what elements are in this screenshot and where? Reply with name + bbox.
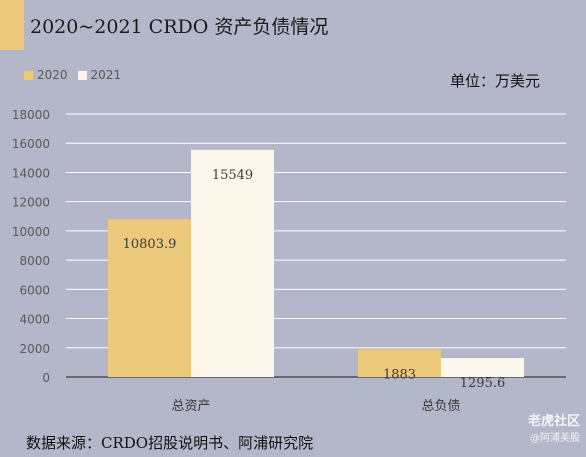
- unit-label: 单位：万美元: [449, 72, 540, 90]
- legend-label-2020: 2020: [37, 68, 68, 82]
- watermark: 老虎社区 @阿浦美股: [528, 410, 580, 444]
- x-category-label: 总负债: [421, 399, 460, 414]
- y-tick-label: 8000: [19, 254, 50, 268]
- y-tick-label: 4000: [19, 313, 50, 327]
- source-note: 数据来源：CRDO招股说明书、阿浦研究院: [26, 434, 314, 452]
- y-tick-label: 14000: [12, 166, 50, 180]
- data-label: 15549: [212, 168, 253, 183]
- y-tick-label: 18000: [12, 108, 50, 122]
- bar-2021-1: [441, 358, 524, 377]
- data-label: 10803.9: [123, 237, 177, 252]
- y-tick-label: 6000: [19, 283, 50, 297]
- legend-swatch-2020: [24, 70, 33, 80]
- y-tick-label: 10000: [12, 225, 50, 239]
- legend-label-2021: 2021: [90, 68, 122, 82]
- data-label: 1883: [383, 367, 416, 382]
- bar-2020-1: [358, 349, 441, 377]
- y-tick-label: 16000: [12, 137, 50, 151]
- bar-2021-0: [191, 149, 274, 377]
- y-tick-label: 2000: [19, 342, 50, 356]
- x-category-label: 总资产: [171, 399, 210, 414]
- legend-item-2021: 2021: [77, 68, 122, 82]
- watermark-sub: @阿浦美股: [530, 433, 580, 444]
- y-tick-label: 12000: [12, 196, 50, 210]
- data-label: 1295.6: [460, 376, 506, 391]
- watermark-main: 老虎社区: [527, 414, 580, 429]
- legend: 2020 2021: [24, 68, 121, 82]
- legend-item-2020: 2020: [24, 68, 68, 82]
- title-accent-bar: [0, 0, 24, 50]
- chart-title: 2020~2021 CRDO 资产负债情况: [30, 16, 329, 38]
- bar-2020-0: [108, 219, 191, 377]
- y-tick-label: 0: [42, 371, 50, 385]
- legend-swatch-2021: [77, 70, 87, 80]
